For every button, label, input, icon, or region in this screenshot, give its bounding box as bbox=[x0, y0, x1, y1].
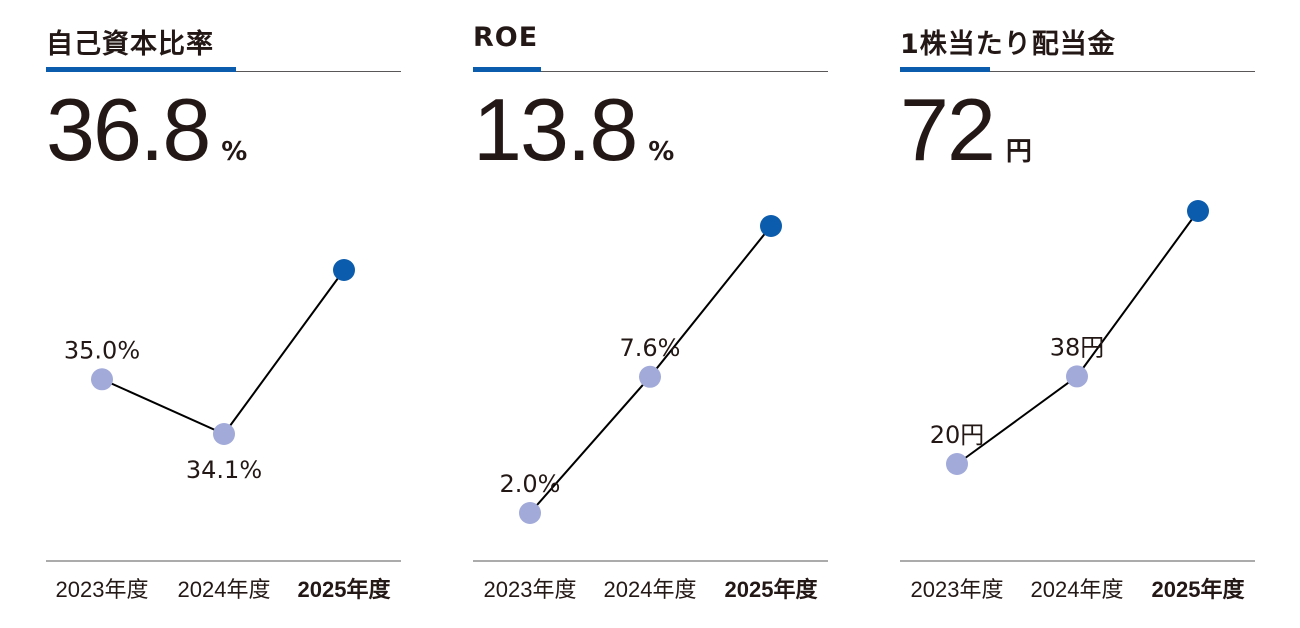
headline-metric: 13.8% bbox=[473, 80, 674, 180]
headline-unit: % bbox=[221, 137, 248, 167]
line-chart: 20円 38円 2023年度 2024年度 2025年度 bbox=[900, 200, 1255, 602]
data-label: 34.1% bbox=[186, 456, 262, 484]
data-label: 2.0% bbox=[500, 470, 561, 498]
x-tick-label: 2024年度 bbox=[1031, 577, 1124, 602]
x-tick-label: 2023年度 bbox=[911, 577, 1004, 602]
title-divider bbox=[900, 71, 1255, 72]
title-accent-bar bbox=[900, 67, 990, 72]
data-point bbox=[519, 502, 541, 524]
panel-title: ROE bbox=[473, 22, 539, 53]
headline-value: 13.8 bbox=[473, 80, 638, 179]
headline-metric: 72 円 bbox=[900, 80, 1032, 180]
data-point-current bbox=[760, 215, 782, 237]
panel-title: 1株当たり配当金 bbox=[900, 29, 1116, 60]
data-point bbox=[946, 453, 968, 475]
data-point bbox=[1066, 365, 1088, 388]
x-tick-label: 2023年度 bbox=[56, 577, 149, 602]
data-point-current bbox=[333, 259, 355, 281]
title-divider bbox=[473, 71, 828, 72]
data-point-current bbox=[1187, 200, 1209, 222]
data-label: 38円 bbox=[1050, 333, 1105, 361]
x-tick-label: 2025年度 bbox=[1152, 577, 1246, 602]
headline-value: 36.8 bbox=[46, 80, 211, 179]
title-accent-bar bbox=[473, 67, 541, 72]
headline-unit: % bbox=[648, 137, 675, 167]
x-tick-label: 2025年度 bbox=[298, 577, 392, 602]
data-label: 7.6% bbox=[620, 334, 681, 362]
line-chart: 2.0% 7.6% 2023年度 2024年度 2025年度 bbox=[473, 215, 828, 602]
data-point bbox=[639, 365, 661, 388]
data-point bbox=[91, 368, 113, 391]
x-tick-label: 2023年度 bbox=[484, 577, 577, 602]
x-tick-label: 2025年度 bbox=[725, 577, 819, 602]
panel-title: 自己資本比率 bbox=[46, 29, 214, 60]
data-label: 20円 bbox=[930, 421, 985, 449]
x-tick-label: 2024年度 bbox=[178, 577, 271, 602]
title-accent-bar bbox=[46, 67, 236, 72]
headline-value: 72 bbox=[900, 80, 996, 179]
headline-metric: 36.8% bbox=[46, 80, 247, 180]
panel-dividend-per-share: 1株当たり配当金 72 円 20円 38円 2023年度 2024年度 2025年度 bbox=[900, 0, 1255, 628]
data-point bbox=[213, 423, 235, 445]
panel-equity-ratio: 自己資本比率 36.8% 35.0% 34.1% 2023年度 2024年度 2025年… bbox=[46, 0, 401, 628]
headline-unit: 円 bbox=[1005, 137, 1032, 167]
x-tick-label: 2024年度 bbox=[604, 577, 697, 602]
data-label: 35.0% bbox=[64, 336, 140, 364]
panel-roe: ROE 13.8% 2.0% 7.6% 2023年度 2024年度 2025年度 bbox=[473, 0, 828, 628]
line-chart: 35.0% 34.1% 2023年度 2024年度 2025年度 bbox=[46, 259, 401, 602]
